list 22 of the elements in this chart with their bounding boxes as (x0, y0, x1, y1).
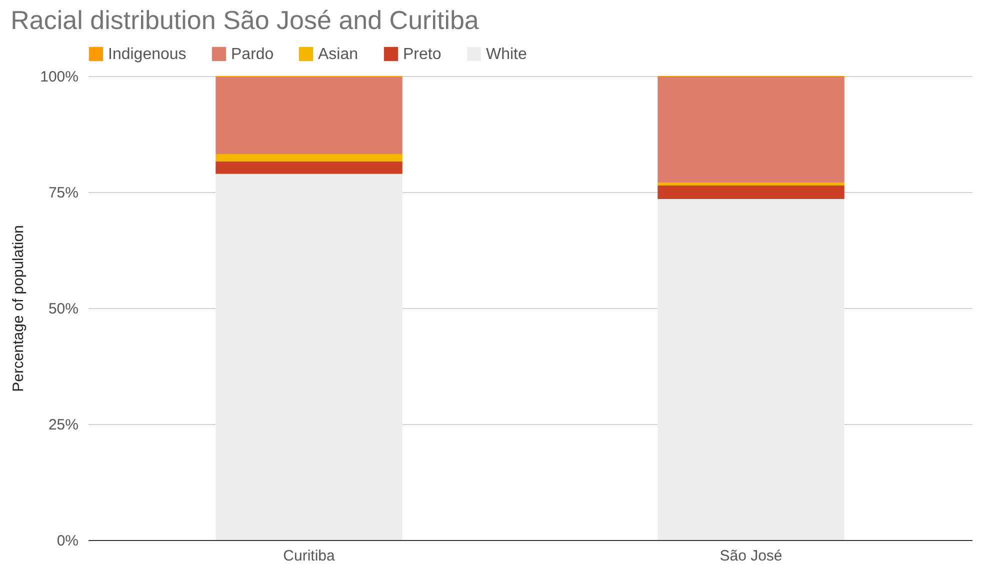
y-tick-label: 75% (48, 184, 78, 202)
bar (216, 154, 402, 162)
x-tick-label: Curitiba (283, 548, 336, 564)
y-tick-label: 50% (48, 300, 78, 318)
legend-label: White (486, 46, 527, 63)
chart-title: Racial distribution São José and Curitiba (10, 5, 480, 35)
y-axis-title: Percentage of population (10, 225, 28, 392)
y-tick-label: 100% (40, 68, 78, 86)
bar (216, 76, 402, 154)
bar (216, 161, 402, 174)
legend-label: Pardo (231, 46, 274, 63)
legend-label: Asian (318, 46, 358, 63)
bar (216, 174, 402, 540)
legend-label: Preto (403, 46, 442, 63)
bar (658, 76, 844, 183)
y-tick-label: 0% (56, 532, 78, 550)
bar (658, 186, 844, 199)
bar (658, 198, 844, 540)
bar (658, 182, 844, 186)
x-tick-label: São José (720, 548, 782, 564)
legend-label: Indigenous (108, 46, 186, 63)
y-tick-label: 25% (48, 416, 78, 434)
